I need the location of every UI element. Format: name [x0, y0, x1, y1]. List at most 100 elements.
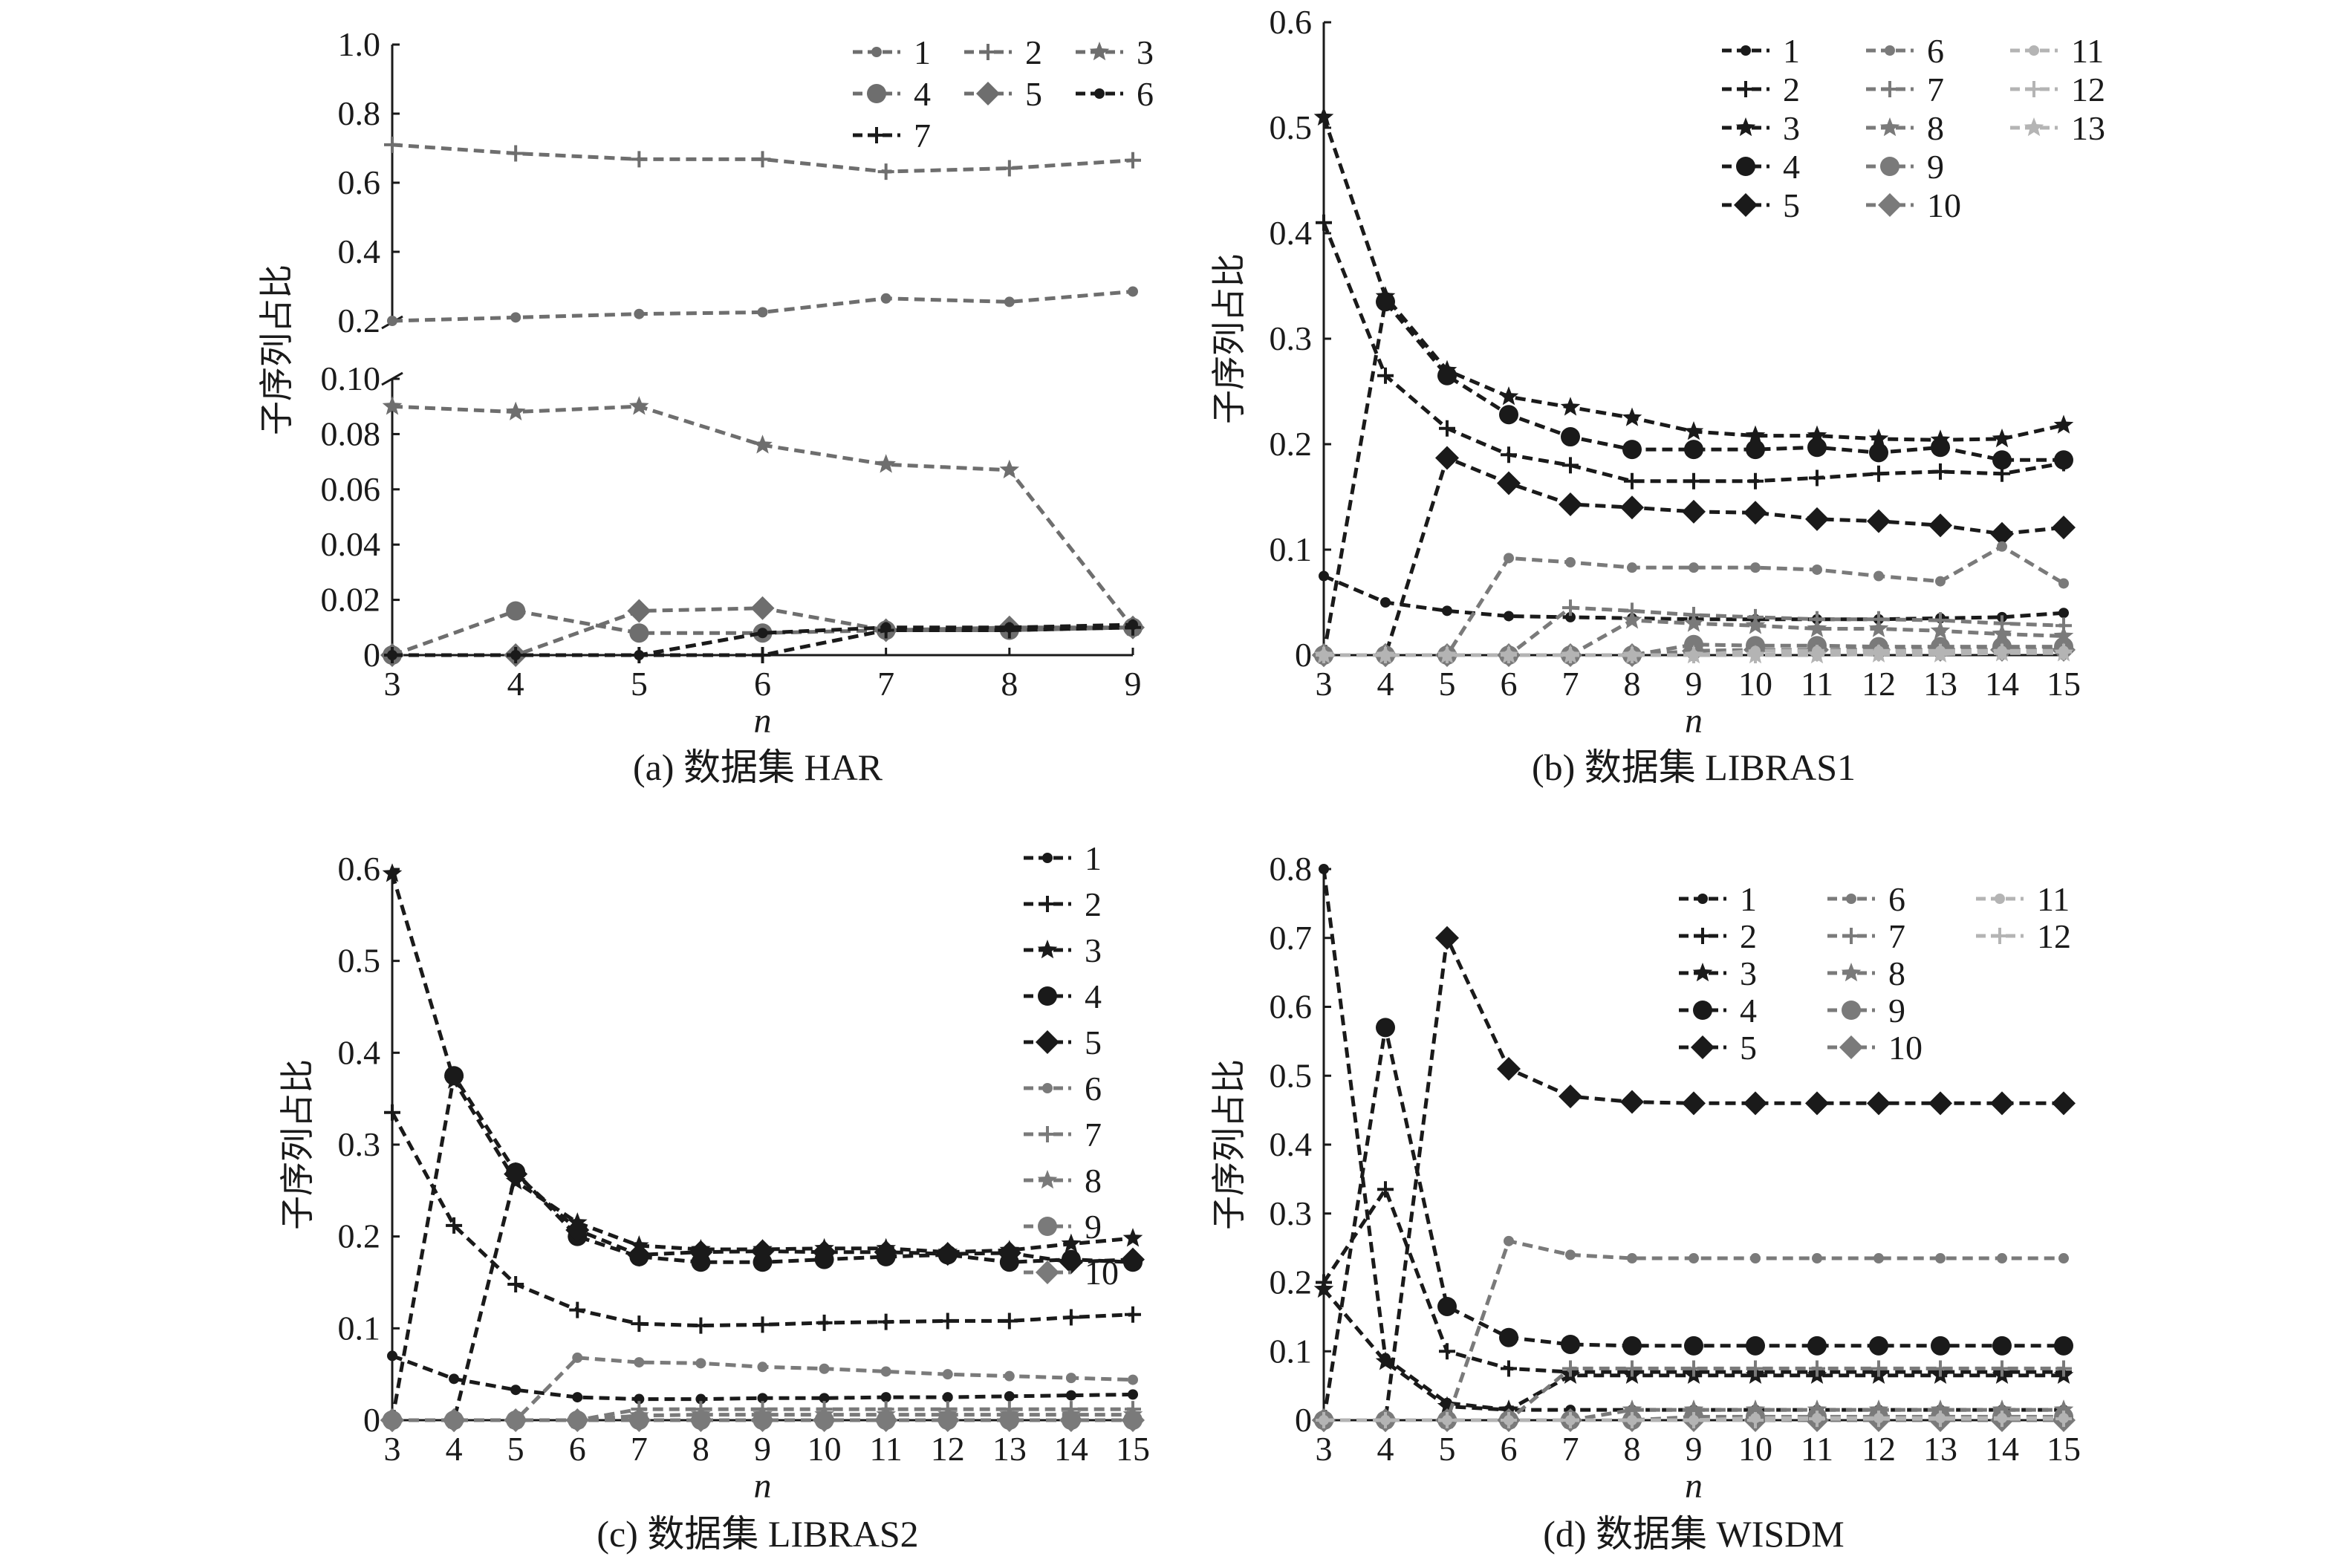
data-point	[387, 1350, 397, 1362]
legend-label: 1	[1740, 880, 1757, 918]
data-point	[1313, 645, 1334, 664]
legend-marker	[1693, 1001, 1712, 1020]
legend-item: 3	[1679, 954, 1757, 992]
legend-item: 4	[1722, 148, 1800, 186]
data-point	[812, 1408, 836, 1432]
legend-marker	[1734, 193, 1758, 217]
x-tick-label: 5	[631, 665, 648, 703]
data-point	[1624, 1360, 1640, 1377]
legend-item: 13	[2010, 109, 2105, 147]
data-point	[1504, 553, 1514, 564]
x-tick-label: 9	[1125, 665, 1142, 703]
data-point	[1562, 599, 1579, 617]
data-point	[1624, 1412, 1640, 1428]
data-point	[1559, 492, 1582, 516]
data-point	[877, 163, 894, 180]
data-point	[935, 1242, 960, 1266]
data-point	[1992, 643, 2012, 662]
legend-item: 3	[1722, 109, 1800, 147]
legend-marker	[1036, 1260, 1059, 1284]
legend-marker	[1094, 88, 1105, 99]
data-point	[507, 1275, 524, 1292]
legend-item: 5	[1024, 1024, 1102, 1061]
legend-item: 8	[1827, 954, 1905, 992]
data-point	[384, 136, 400, 153]
data-point	[1559, 1084, 1582, 1109]
data-point	[1435, 446, 1459, 470]
legend-marker	[1843, 928, 1859, 944]
y-tick-label: 0.1	[1270, 1332, 1313, 1370]
data-point	[1807, 618, 1827, 637]
caption-d: (d) 数据集 WISDM	[1543, 1513, 1845, 1555]
data-point	[1622, 610, 1642, 629]
data-point	[1059, 1408, 1083, 1432]
data-point	[1746, 1336, 1765, 1356]
data-point	[1871, 1411, 1887, 1428]
data-point	[1377, 1181, 1394, 1198]
data-point	[2052, 1091, 2076, 1116]
x-tick-label: 8	[1624, 665, 1641, 703]
data-point	[1001, 160, 1018, 177]
data-point	[631, 1315, 648, 1333]
x-tick-label: 7	[1562, 665, 1579, 703]
x-tick-label: 8	[1624, 1430, 1641, 1468]
data-point	[1805, 507, 1829, 531]
data-point	[1743, 1091, 1767, 1116]
data-point	[1686, 1412, 1702, 1428]
data-point	[1624, 472, 1640, 489]
x-tick-label: 8	[692, 1430, 709, 1468]
legend-label: 9	[1927, 148, 1944, 186]
data-point	[1930, 620, 1951, 640]
data-point	[1871, 465, 1887, 482]
y-tick-label: 0.5	[338, 942, 381, 980]
data-point	[695, 1393, 706, 1405]
data-point	[1627, 562, 1637, 573]
data-point	[997, 1408, 1021, 1432]
data-point	[1121, 1247, 1145, 1272]
data-point	[1990, 521, 2014, 546]
data-point	[1935, 576, 1946, 587]
y-tick-label: 0.8	[338, 94, 381, 132]
data-point	[1375, 645, 1396, 664]
data-point	[1375, 1351, 1396, 1370]
data-point	[997, 1240, 1021, 1265]
data-point	[1376, 1018, 1395, 1038]
legend-label: 6	[1137, 75, 1154, 113]
data-point	[2053, 414, 2074, 434]
data-point	[627, 599, 651, 623]
data-point	[1994, 1411, 2010, 1428]
y-tick-label: 0.6	[1270, 3, 1313, 41]
data-point	[1065, 1373, 1076, 1384]
legend-item: 11	[1976, 880, 2070, 918]
y-tick-label: 0	[363, 636, 380, 674]
y-tick-label: 0.3	[1270, 1194, 1313, 1232]
data-point	[1930, 643, 1951, 663]
legend-label: 11	[2071, 32, 2104, 70]
data-point	[1684, 1336, 1703, 1356]
data-point	[1683, 613, 1704, 632]
legend-marker	[1882, 81, 1898, 97]
legend-label: 5	[1085, 1024, 1102, 1061]
y-tick-label: 0.4	[338, 232, 381, 270]
data-point	[1497, 471, 1521, 495]
panel-b-chart: 00.10.20.30.40.50.63 4 5 6 7 8 9 10 11 12 13 14 15n子…	[1209, 3, 2105, 741]
data-point	[692, 1317, 709, 1334]
legend-marker	[976, 82, 1000, 105]
data-point	[1745, 425, 1766, 444]
series-1	[1319, 864, 2069, 1416]
data-point	[999, 459, 1020, 479]
data-point	[1686, 1360, 1702, 1377]
legend-label: 3	[1137, 33, 1154, 71]
series-line	[1322, 116, 2064, 442]
data-point	[1743, 501, 1767, 525]
legend-item: 10	[1024, 1254, 1119, 1292]
x-tick-label: 14	[1985, 665, 2019, 703]
series-12	[1316, 1411, 2072, 1428]
data-point	[750, 1239, 775, 1263]
data-point	[2055, 1411, 2072, 1428]
data-point	[1745, 645, 1766, 664]
legend-item: 3	[1024, 931, 1102, 969]
y-tick-label: 0.3	[1270, 319, 1313, 357]
data-point	[2052, 515, 2076, 540]
